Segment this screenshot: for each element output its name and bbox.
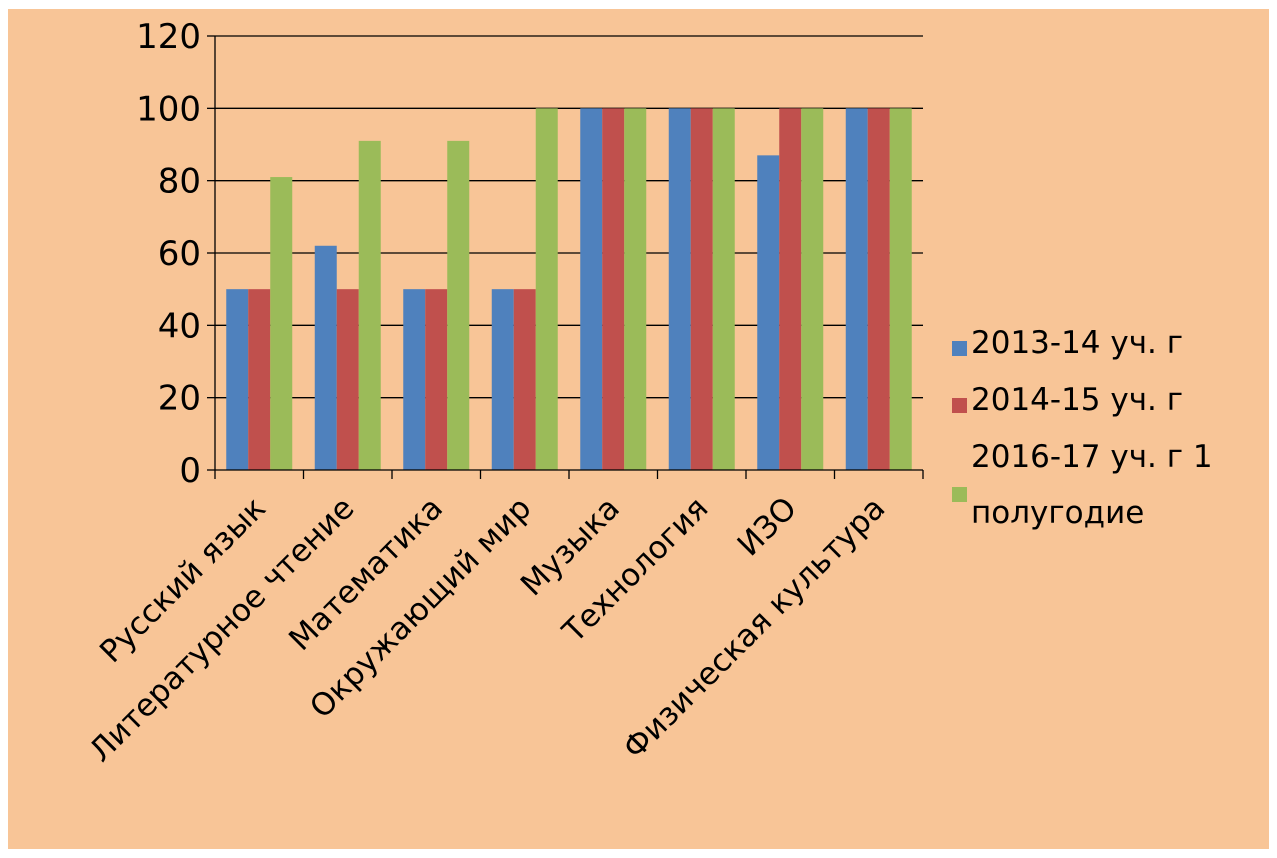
legend-label-line: 2014-15 уч. г [971, 382, 1183, 418]
y-tick-label: 120 [136, 17, 201, 57]
bar [513, 289, 536, 470]
bar [447, 140, 470, 470]
x-tick-label: Математика [282, 490, 450, 658]
legend: 2013-14 уч. г 2014-15 уч. г 2016-17 уч. г … [952, 325, 1213, 531]
bar [845, 108, 868, 470]
y-tick-labels: 0 20 40 60 80 100 120 [136, 17, 201, 491]
bar [801, 108, 824, 470]
x-tick-label: ИЗО [731, 490, 804, 563]
y-tick-label: 20 [158, 379, 201, 419]
bar [712, 108, 735, 470]
legend-swatch [952, 487, 967, 502]
bar [358, 140, 381, 470]
bar [248, 289, 271, 470]
bar [336, 289, 359, 470]
bars [226, 108, 912, 471]
legend-label: 2016-17 уч. г 1 полугодие [971, 439, 1213, 531]
bar [690, 108, 713, 470]
bar [535, 108, 558, 470]
bar [624, 108, 647, 470]
legend-swatch [952, 398, 967, 413]
axes [207, 35, 924, 479]
legend-label-line: полугодие [971, 495, 1144, 531]
bar [403, 289, 426, 470]
y-tick-label: 80 [158, 162, 201, 202]
legend-label-line: 2016-17 уч. г 1 [971, 439, 1213, 475]
legend-label-line: 2013-14 уч. г [971, 325, 1183, 361]
legend-swatch [952, 341, 967, 356]
y-tick-label: 60 [158, 234, 201, 274]
y-tick-label: 0 [179, 451, 201, 491]
bar [491, 289, 514, 470]
bar [580, 108, 603, 470]
y-tick-label: 100 [136, 89, 201, 129]
bar [270, 177, 293, 471]
bar [602, 108, 625, 470]
bar [314, 245, 337, 470]
bar [867, 108, 890, 470]
bar [425, 289, 448, 470]
bar [889, 108, 912, 470]
bar [757, 155, 780, 470]
bar [779, 108, 802, 470]
legend-label: 2013-14 уч. г [971, 325, 1183, 361]
bar [226, 289, 249, 470]
y-tick-label: 40 [158, 306, 201, 346]
legend-label: 2014-15 уч. г [971, 382, 1183, 418]
bar [668, 108, 691, 470]
